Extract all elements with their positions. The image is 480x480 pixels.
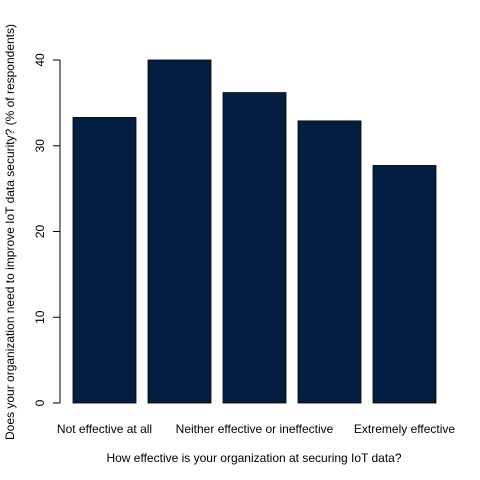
x-axis-labels: Not effective at all Neither effective or… [57,422,455,436]
x-tick-label-1: Not effective at all [57,422,152,436]
y-tick-label-0: 0 [33,399,47,406]
y-tick-label-30: 30 [33,139,47,153]
bars-group [72,59,437,404]
bar-2 [147,59,212,404]
y-tick-label-20: 20 [33,225,47,239]
y-tick-label-10: 10 [33,310,47,324]
bar-1 [72,117,137,404]
x-axis-title: How effective is your organization at se… [106,451,401,465]
y-axis: 0 10 20 30 40 [33,53,61,406]
bar-5 [372,165,437,404]
y-tick-label-40: 40 [33,53,47,67]
x-tick-label-5: Extremely effective [354,422,455,436]
x-tick-label-3: Neither effective or ineffective [176,422,334,436]
bar-3 [222,92,287,404]
bar-4 [297,120,362,404]
y-axis-title: Does your organization need to improve I… [3,24,17,440]
